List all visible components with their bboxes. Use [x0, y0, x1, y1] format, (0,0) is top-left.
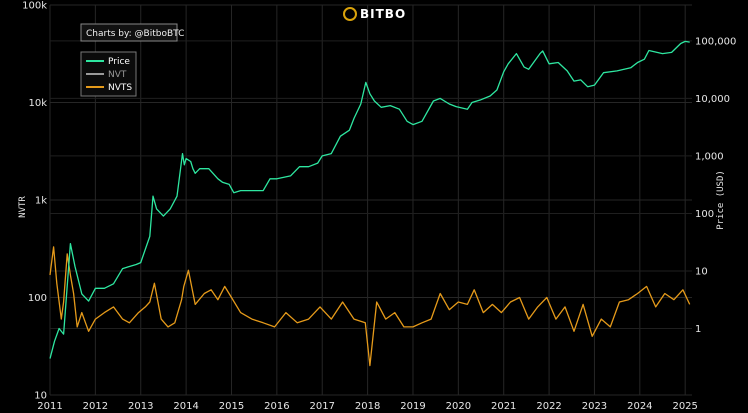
x-tick-label: 2014 [173, 401, 198, 412]
right-tick-label: 100,000 [695, 36, 736, 47]
x-tick-label: 2017 [309, 401, 334, 412]
credit-box-frame [80, 23, 178, 42]
x-tick-label: 2019 [400, 401, 425, 412]
legend-label-price: Price [108, 57, 130, 67]
grid-lines [49, 4, 692, 396]
right-tick-label: 100 [695, 209, 714, 220]
right-axis-title: Price (USD) [716, 170, 726, 230]
x-tick-label: 2022 [536, 401, 561, 412]
x-tick-label: 2023 [582, 401, 607, 412]
x-tick-label: 2016 [264, 401, 289, 412]
legend: Price NVT NVTS [80, 51, 137, 97]
left-tick-label: 10 [34, 391, 47, 402]
right-tick-label: 1 [695, 324, 701, 335]
legend-label-nvts: NVTS [108, 83, 132, 93]
credit-box: Charts by: @BitboBTC [80, 23, 184, 42]
bitcoin-coin-icon [343, 7, 357, 21]
x-tick-label: 2012 [83, 401, 108, 412]
x-tick-label: 2013 [128, 401, 153, 412]
right-tick-label: 10,000 [695, 94, 730, 105]
right-tick-label: 10 [695, 267, 708, 278]
left-tick-label: 100k [22, 1, 47, 12]
x-tick-label: 2025 [672, 401, 697, 412]
x-axis-ticks: 2011 2012 2013 2014 2015 2016 2017 2018 2019 2020… [37, 401, 698, 412]
left-tick-label: 100 [28, 293, 47, 304]
x-tick-label: 2024 [627, 401, 652, 412]
x-tick-label: 2020 [446, 401, 471, 412]
brand-logo: BITBO [343, 7, 406, 21]
x-tick-label: 2018 [355, 401, 380, 412]
legend-label-nvt: NVT [108, 70, 127, 80]
x-tick-label: 2011 [37, 401, 62, 412]
left-axis-ticks: 10 100 1k 10k 100k [22, 1, 47, 402]
x-tick-label: 2021 [491, 401, 516, 412]
left-tick-label: 10k [28, 98, 47, 109]
series-line-nvts [49, 246, 691, 367]
series-layer [49, 40, 691, 367]
brand-name: BITBO [360, 7, 406, 21]
left-tick-label: 1k [35, 196, 47, 207]
credit-text: Charts by: @BitboBTC [86, 29, 184, 39]
x-tick-label: 2015 [219, 401, 244, 412]
right-tick-label: 1,000 [695, 151, 724, 162]
left-axis-title: NVTR [18, 196, 28, 218]
right-axis-ticks: 1 10 100 1,000 10,000 100,000 [695, 36, 736, 335]
series-line-price [49, 40, 690, 359]
